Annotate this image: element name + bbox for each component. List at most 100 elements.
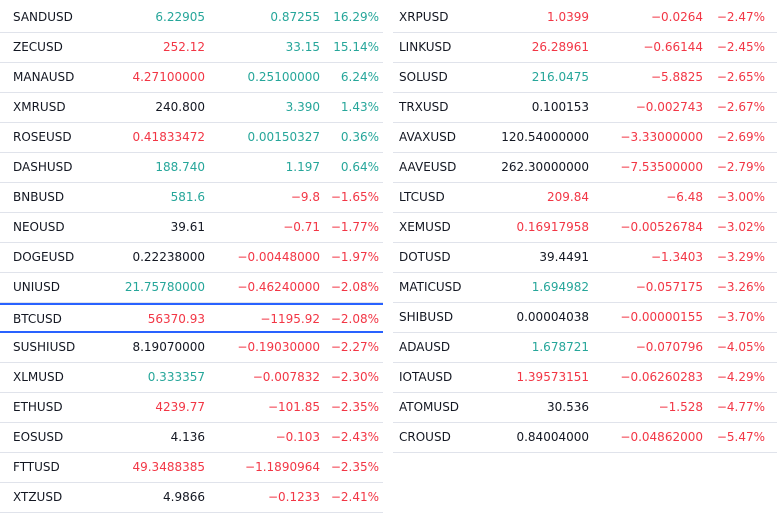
- price-change-percent: −2.35%: [330, 460, 379, 474]
- watchlist-row-xlmusd[interactable]: XLMUSD 0.333357 −0.007832 −2.30%: [0, 363, 383, 393]
- symbol-label: XRPUSD: [399, 10, 449, 24]
- symbol-label: BNBUSD: [13, 190, 65, 204]
- price-change: −0.00526784: [620, 220, 703, 234]
- watchlist-row-manausd[interactable]: MANAUSD 4.27100000 0.25100000 6.24%: [0, 63, 383, 93]
- symbol-label: AAVEUSD: [399, 160, 457, 174]
- last-price: 30.536: [547, 400, 589, 414]
- price-change-percent: −4.77%: [716, 400, 765, 414]
- symbol-label: NEOUSD: [13, 220, 65, 234]
- price-change: −0.00448000: [237, 250, 320, 264]
- watchlist-row-adausd[interactable]: ADAUSD 1.678721 −0.070796 −4.05%: [393, 333, 777, 363]
- symbol-label: AVAXUSD: [399, 130, 456, 144]
- watchlist-row-dashusd[interactable]: DASHUSD 188.740 1.197 0.64%: [0, 153, 383, 183]
- watchlist-row-sandusd[interactable]: SANDUSD 6.22905 0.87255 16.29%: [0, 3, 383, 33]
- watchlist-row-avaxusd[interactable]: AVAXUSD 120.54000000 −3.33000000 −2.69%: [393, 123, 777, 153]
- price-change: −0.002743: [635, 100, 703, 114]
- price-change-percent: 0.36%: [340, 130, 379, 144]
- watchlist-row-dogeusd[interactable]: DOGEUSD 0.22238000 −0.00448000 −1.97%: [0, 243, 383, 273]
- last-price: 6.22905: [155, 10, 205, 24]
- price-change: −1.3403: [650, 250, 703, 264]
- symbol-label: SUSHIUSD: [13, 340, 76, 354]
- symbol-label: FTTUSD: [13, 460, 60, 474]
- last-price: 0.41833472: [132, 130, 205, 144]
- watchlist-row-maticusd[interactable]: MATICUSD 1.694982 −0.057175 −3.26%: [393, 273, 777, 303]
- last-price: 39.4491: [539, 250, 589, 264]
- watchlist-row-ltcusd[interactable]: LTCUSD 209.84 −6.48 −3.00%: [393, 183, 777, 213]
- watchlist-row-roseusd[interactable]: ROSEUSD 0.41833472 0.00150327 0.36%: [0, 123, 383, 153]
- price-change-percent: −1.97%: [330, 250, 379, 264]
- symbol-label: SOLUSD: [399, 70, 448, 84]
- price-change-percent: −2.69%: [716, 130, 765, 144]
- watchlist-row-fttusd[interactable]: FTTUSD 49.3488385 −1.1890964 −2.35%: [0, 453, 383, 483]
- last-price: 4.9866: [163, 490, 205, 504]
- price-change-percent: −2.67%: [716, 100, 765, 114]
- watchlist-row-linkusd[interactable]: LINKUSD 26.28961 −0.66144 −2.45%: [393, 33, 777, 63]
- price-change-percent: 16.29%: [333, 10, 379, 24]
- price-change: −3.33000000: [620, 130, 703, 144]
- watchlist-row-ethusd[interactable]: ETHUSD 4239.77 −101.85 −2.35%: [0, 393, 383, 423]
- watchlist-row-xrpusd[interactable]: XRPUSD 1.0399 −0.0264 −2.47%: [393, 3, 777, 33]
- last-price: 120.54000000: [501, 130, 589, 144]
- symbol-label: CROUSD: [399, 430, 451, 444]
- watchlist-row-atomusd[interactable]: ATOMUSD 30.536 −1.528 −4.77%: [393, 393, 777, 423]
- price-change-percent: 6.24%: [340, 70, 379, 84]
- last-price: 1.678721: [531, 340, 589, 354]
- price-change: −0.070796: [635, 340, 703, 354]
- last-price: 262.30000000: [501, 160, 589, 174]
- watchlist-row-bnbusd[interactable]: BNBUSD 581.6 −9.8 −1.65%: [0, 183, 383, 213]
- price-change: −1.1890964: [245, 460, 320, 474]
- price-change-percent: −2.43%: [330, 430, 379, 444]
- price-change: 3.390: [285, 100, 320, 114]
- last-price: 4.136: [170, 430, 205, 444]
- price-change: −0.057175: [635, 280, 703, 294]
- last-price: 0.00004038: [516, 310, 589, 324]
- last-price: 188.740: [155, 160, 205, 174]
- watchlist-row-sushiusd[interactable]: SUSHIUSD 8.19070000 −0.19030000 −2.27%: [0, 333, 383, 363]
- price-change: −0.0264: [650, 10, 703, 24]
- watchlist-row-solusd[interactable]: SOLUSD 216.0475 −5.8825 −2.65%: [393, 63, 777, 93]
- watchlist-row-uniusd[interactable]: UNIUSD 21.75780000 −0.46240000 −2.08%: [0, 273, 383, 303]
- watchlist-row-eosusd[interactable]: EOSUSD 4.136 −0.103 −2.43%: [0, 423, 383, 453]
- watchlist-row-zecusd[interactable]: ZECUSD 252.12 33.15 15.14%: [0, 33, 383, 63]
- price-change: −9.8: [290, 190, 320, 204]
- watchlist-row-iotausd[interactable]: IOTAUSD 1.39573151 −0.06260283 −4.29%: [393, 363, 777, 393]
- watchlist-row-neousd[interactable]: NEOUSD 39.61 −0.71 −1.77%: [0, 213, 383, 243]
- price-change: −0.66144: [643, 40, 703, 54]
- price-change-percent: −2.65%: [716, 70, 765, 84]
- price-change-percent: −2.41%: [330, 490, 379, 504]
- price-change-percent: −3.00%: [716, 190, 765, 204]
- price-change: −5.8825: [650, 70, 703, 84]
- last-price: 1.0399: [547, 10, 589, 24]
- watchlist-row-xmrusd[interactable]: XMRUSD 240.800 3.390 1.43%: [0, 93, 383, 123]
- watchlist-row-xtzusd[interactable]: XTZUSD 4.9866 −0.1233 −2.41%: [0, 483, 383, 513]
- price-change-percent: −1.77%: [330, 220, 379, 234]
- price-change: −0.007832: [252, 370, 320, 384]
- watchlist-row-btcusd[interactable]: BTCUSD 56370.93 −1195.92 −2.08%: [0, 303, 383, 333]
- price-change-percent: −3.26%: [716, 280, 765, 294]
- price-change-percent: −2.79%: [716, 160, 765, 174]
- price-change: −0.19030000: [237, 340, 320, 354]
- watchlist-row-crousd[interactable]: CROUSD 0.84004000 −0.04862000 −5.47%: [393, 423, 777, 453]
- last-price: 4239.77: [155, 400, 205, 414]
- symbol-label: XLMUSD: [13, 370, 64, 384]
- price-change-percent: −2.27%: [330, 340, 379, 354]
- watchlist-left-column: SANDUSD 6.22905 0.87255 16.29% ZECUSD 252.12 3…: [0, 3, 383, 513]
- symbol-label: UNIUSD: [13, 280, 60, 294]
- last-price: 0.100153: [531, 100, 589, 114]
- price-change: −0.1233: [267, 490, 320, 504]
- price-change: −0.46240000: [237, 280, 320, 294]
- last-price: 240.800: [155, 100, 205, 114]
- watchlist-row-shibusd[interactable]: SHIBUSD 0.00004038 −0.00000155 −3.70%: [393, 303, 777, 333]
- symbol-label: EOSUSD: [13, 430, 64, 444]
- price-change-percent: −2.35%: [330, 400, 379, 414]
- price-change-percent: −3.02%: [716, 220, 765, 234]
- last-price: 26.28961: [531, 40, 589, 54]
- watchlist-row-dotusd[interactable]: DOTUSD 39.4491 −1.3403 −3.29%: [393, 243, 777, 273]
- watchlist-row-aaveusd[interactable]: AAVEUSD 262.30000000 −7.53500000 −2.79%: [393, 153, 777, 183]
- price-change: −0.71: [283, 220, 320, 234]
- symbol-label: BTCUSD: [13, 312, 62, 326]
- watchlist-row-trxusd[interactable]: TRXUSD 0.100153 −0.002743 −2.67%: [393, 93, 777, 123]
- last-price: 252.12: [163, 40, 205, 54]
- watchlist-row-xemusd[interactable]: XEMUSD 0.16917958 −0.00526784 −3.02%: [393, 213, 777, 243]
- price-change: −1195.92: [260, 312, 320, 326]
